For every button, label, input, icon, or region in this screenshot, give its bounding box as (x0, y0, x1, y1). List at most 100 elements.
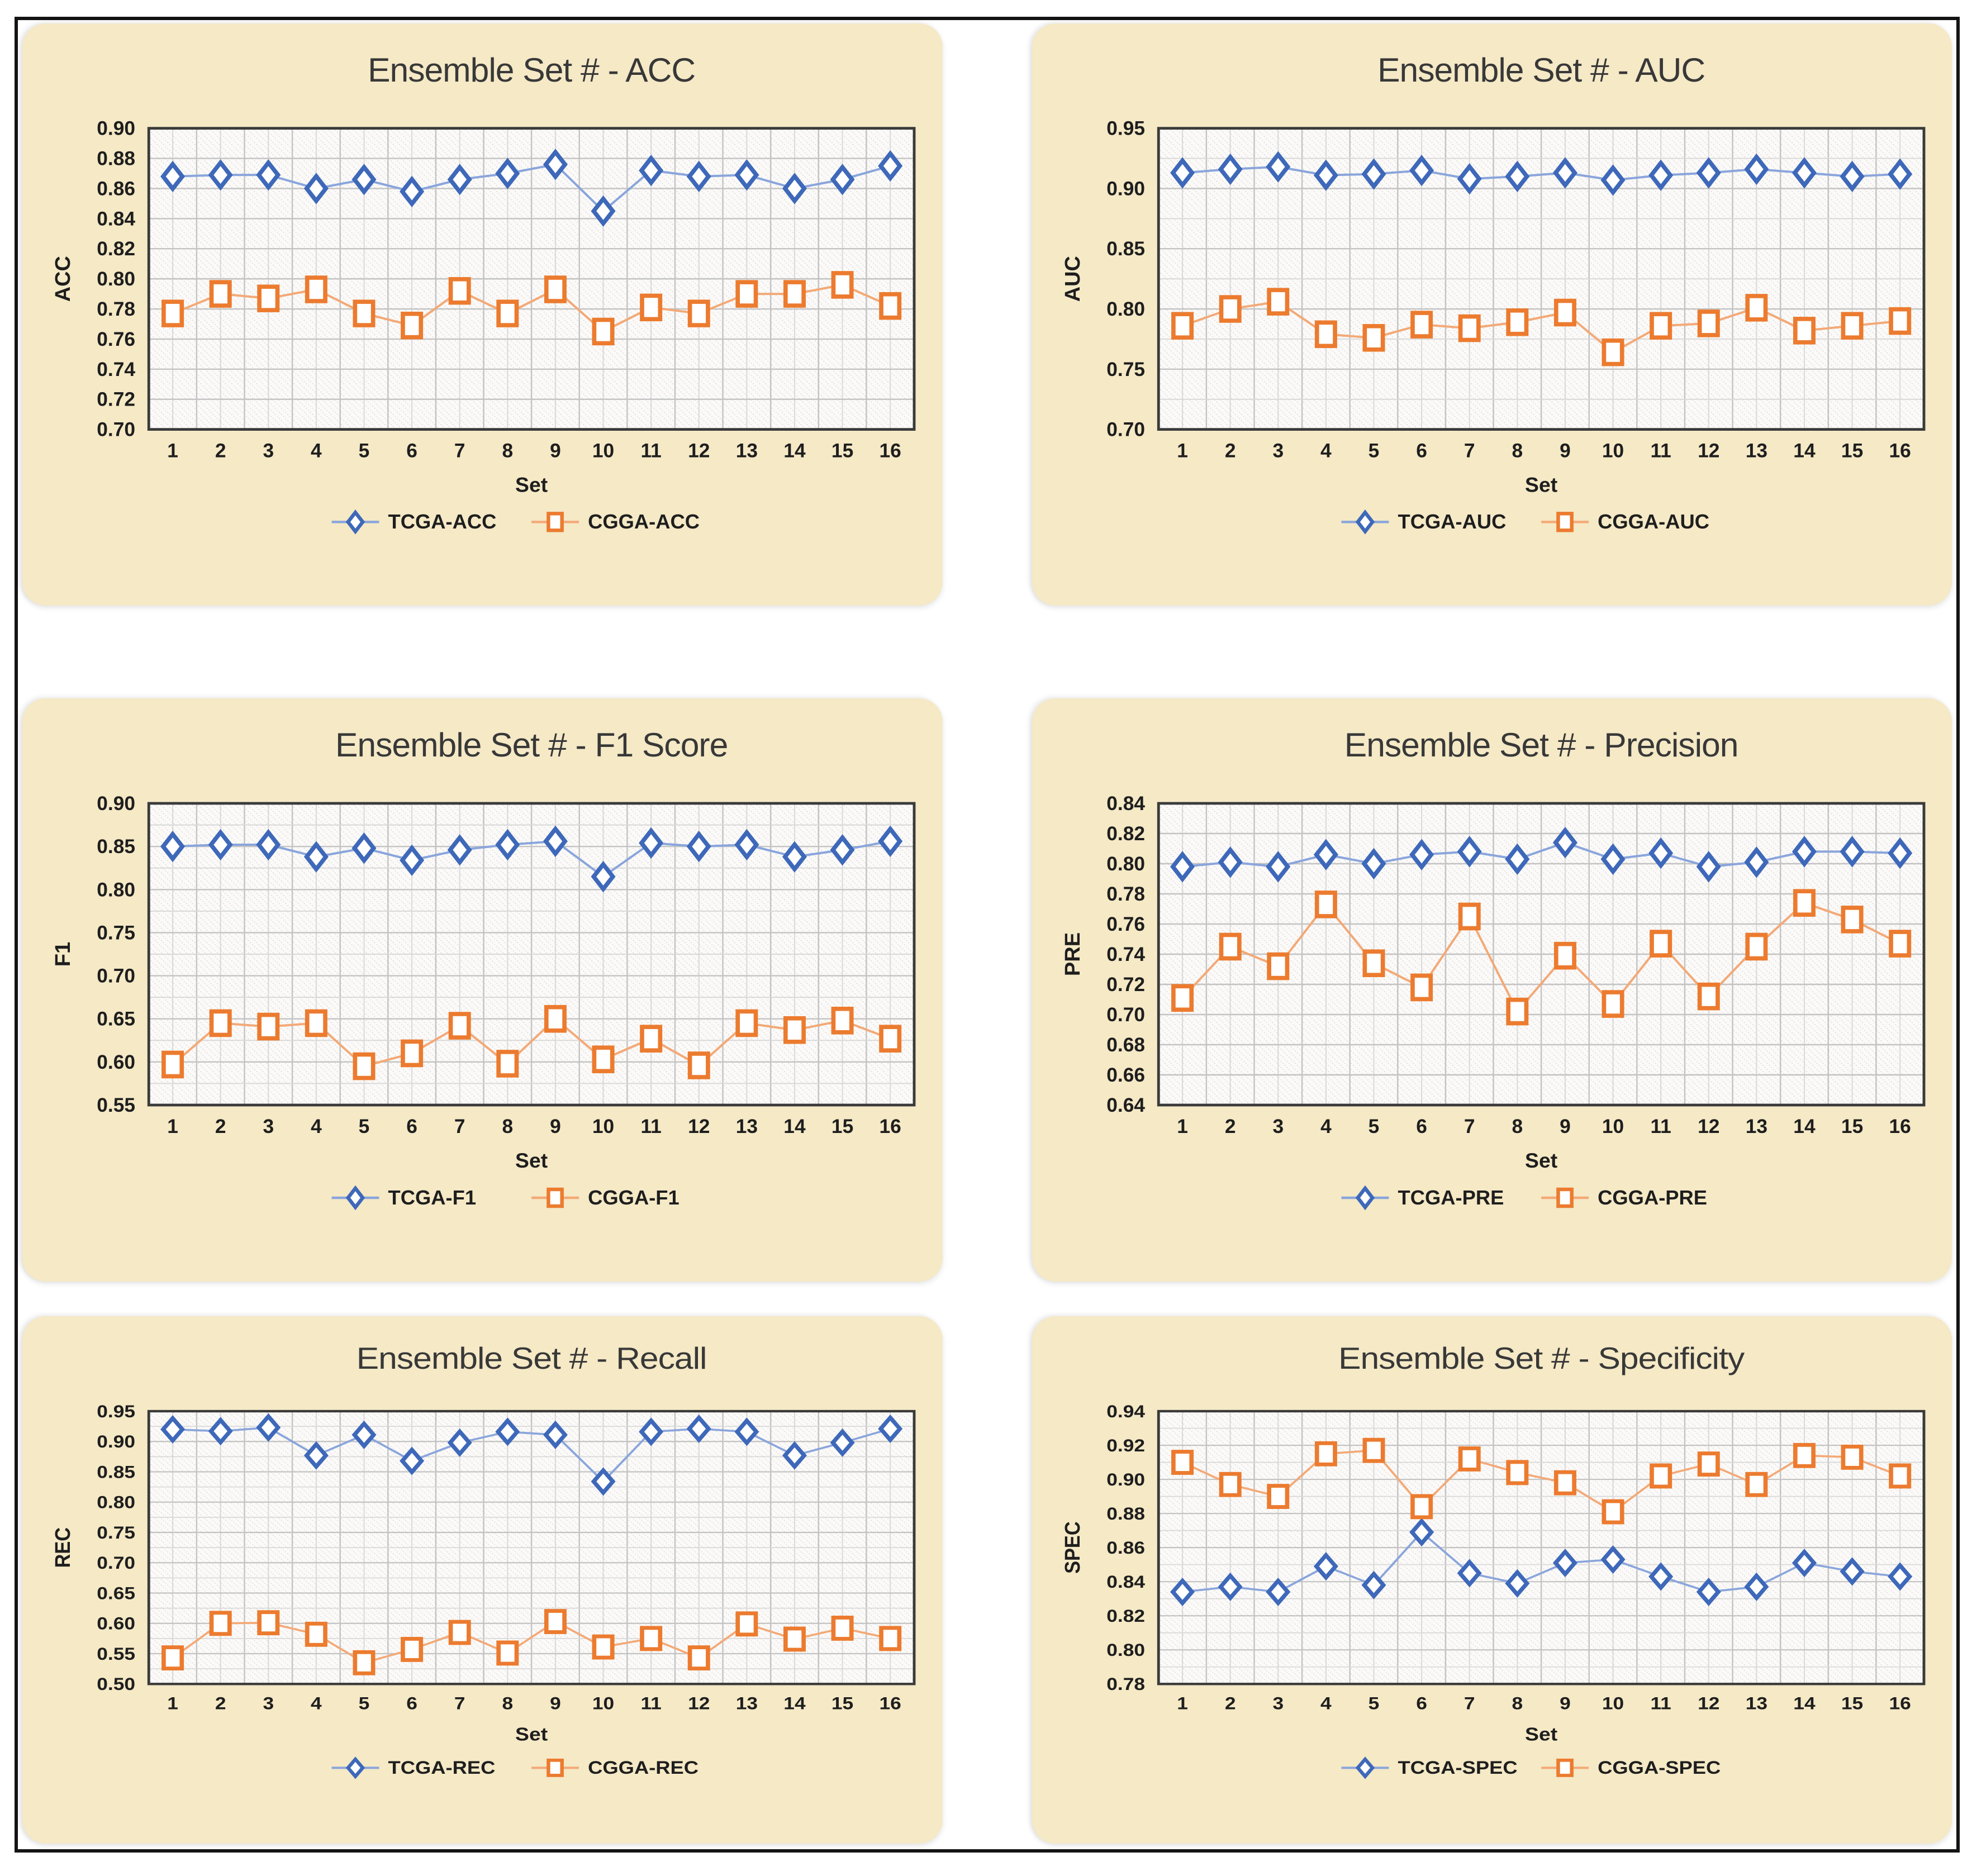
chart-title: Ensemble Set # - F1 Score (335, 726, 728, 764)
y-tick-label: 0.88 (1106, 1504, 1145, 1524)
x-tick-label: 15 (1841, 1116, 1862, 1137)
y-axis-label: REC (50, 1527, 74, 1568)
x-tick-label: 1 (167, 1116, 178, 1137)
x-tick-label: 3 (263, 440, 274, 462)
x-tick-label: 5 (1368, 1694, 1379, 1713)
series-tcga-f1 (160, 825, 903, 893)
y-tick-label: 0.74 (97, 359, 135, 380)
panel-specificity: Ensemble Set # - Specificity 0.78 0.80 0.82… (1032, 1316, 1952, 1844)
y-tick-label: 0.86 (97, 178, 135, 200)
legend-item-cgga-acc: CGGA-ACC (531, 510, 700, 533)
x-tick-label: 1 (1177, 1694, 1188, 1713)
chart-acc: Ensemble Set # - ACC 0.70 0.72 0.74 0.76 0.78… (51, 51, 916, 535)
x-axis-label: Set (515, 1723, 548, 1745)
x-tick-label: 12 (1698, 440, 1719, 462)
y-tick-label: 0.92 (1106, 1436, 1145, 1456)
y-tick-label: 0.78 (97, 298, 135, 320)
legend-label: CGGA-PRE (1598, 1186, 1707, 1209)
x-tick-label: 14 (783, 1694, 806, 1713)
legend-label: CGGA-ACC (588, 510, 700, 533)
x-tick-label: 1 (1177, 440, 1188, 462)
x-tick-label: 8 (502, 1116, 513, 1137)
y-tick-label: 0.75 (97, 1523, 135, 1543)
y-axis-label: AUC (1060, 256, 1084, 302)
x-tick-label: 8 (1512, 1116, 1523, 1137)
chart-specificity: Ensemble Set # - Specificity 0.78 0.80 0.82… (1060, 1342, 1925, 1779)
panel-acc: Ensemble Set # - ACC 0.70 0.72 0.74 0.76 0.78… (22, 23, 943, 606)
series-tcga-spec (1170, 1518, 1912, 1606)
x-tick-label: 16 (1889, 1694, 1911, 1713)
panel-recall: Ensemble Set # - Recall 0.50 0.55 0.60 0.65 0… (22, 1316, 943, 1844)
figure-row-2: Ensemble Set # - F1 Score 0.55 0.60 0.65 0.7… (22, 698, 1952, 1282)
legend: TCGA-ACC CGGA-ACC (331, 510, 700, 535)
x-tick-label: 3 (1272, 440, 1284, 462)
legend-label: TCGA-PRE (1398, 1186, 1504, 1209)
y-tick-label: 0.85 (97, 836, 135, 858)
x-tick-label: 6 (406, 440, 417, 462)
legend-item-tcga-f1: TCGA-F1 (331, 1185, 477, 1211)
y-tick-label: 0.90 (97, 793, 135, 815)
plot-border (1157, 1410, 1925, 1685)
x-tick-label: 4 (311, 440, 322, 462)
series-cgga-spec (1171, 1437, 1911, 1525)
x-tick-label: 9 (550, 1116, 561, 1137)
y-tick-label: 0.86 (1106, 1539, 1145, 1558)
x-tick-label: 4 (311, 1116, 322, 1137)
y-tick-label: 0.70 (97, 419, 135, 441)
series-tcga-rec (160, 1413, 903, 1496)
x-tick-label: 14 (783, 1116, 806, 1137)
x-tick-label: 4 (1320, 440, 1332, 462)
y-tick-label: 0.80 (1106, 1641, 1145, 1660)
x-tick-label: 15 (1841, 440, 1862, 462)
x-tick-label: 14 (1793, 1694, 1816, 1713)
y-tick-label: 0.75 (1106, 359, 1145, 380)
y-tick-label: 0.90 (1106, 1470, 1145, 1490)
y-tick-label: 0.80 (1106, 853, 1145, 875)
legend-item-tcga-pre: TCGA-PRE (1341, 1185, 1504, 1211)
legend-item-cgga-spec: CGGA-SPEC (1541, 1758, 1721, 1778)
legend-label: TCGA-REC (388, 1758, 496, 1778)
legend-label: CGGA-F1 (588, 1186, 679, 1209)
y-tick-label: 0.75 (97, 922, 135, 944)
y-tick-label: 0.66 (1106, 1064, 1145, 1086)
y-tick-label: 0.84 (97, 208, 135, 230)
y-tick-label: 0.78 (1106, 1675, 1145, 1694)
x-tick-label: 10 (1602, 440, 1623, 462)
y-tick-label: 0.72 (1106, 974, 1145, 996)
plot-border (147, 802, 916, 1107)
y-tick-label: 0.55 (97, 1094, 135, 1116)
x-tick-label: 14 (1793, 440, 1816, 462)
legend-item-tcga-acc: TCGA-ACC (331, 510, 496, 535)
y-tick-label: 0.60 (97, 1614, 135, 1634)
x-axis-label: Set (1525, 473, 1557, 497)
x-tick-label: 13 (736, 1116, 758, 1137)
legend-label: TCGA-F1 (388, 1186, 477, 1209)
x-tick-label: 6 (1416, 1116, 1427, 1137)
x-tick-label: 11 (640, 1116, 661, 1137)
x-tick-label: 2 (1224, 1116, 1236, 1137)
chart-title: Ensemble Set # - Recall (357, 1342, 707, 1375)
x-tick-label: 15 (831, 1116, 853, 1137)
x-tick-label: 7 (454, 1694, 465, 1713)
y-tick-label: 0.70 (97, 965, 135, 987)
y-axis-label: F1 (51, 942, 75, 966)
x-tick-label: 1 (167, 440, 178, 462)
y-tick-label: 0.90 (97, 118, 135, 140)
y-tick-label: 0.85 (1106, 238, 1145, 260)
y-tick-label: 0.95 (1106, 118, 1145, 140)
series-tcga-pre (1170, 826, 1912, 883)
chart-f1: Ensemble Set # - F1 Score 0.55 0.60 0.65 0.7… (51, 726, 916, 1211)
x-tick-label: 2 (1224, 440, 1236, 462)
x-tick-label: 6 (1416, 440, 1427, 462)
x-tick-label: 15 (831, 1694, 853, 1713)
legend-item-cgga-f1: CGGA-F1 (531, 1186, 679, 1209)
x-tick-label: 7 (454, 440, 465, 462)
x-tick-label: 5 (359, 1116, 370, 1137)
x-tick-label: 9 (1560, 440, 1571, 462)
y-tick-label: 0.70 (97, 1554, 135, 1573)
series-cgga-pre (1171, 889, 1911, 1026)
x-tick-label: 3 (1272, 1694, 1284, 1713)
legend-item-cgga-pre: CGGA-PRE (1541, 1186, 1707, 1209)
y-tick-label: 0.82 (1106, 823, 1145, 845)
y-tick-label: 0.65 (97, 1008, 135, 1030)
